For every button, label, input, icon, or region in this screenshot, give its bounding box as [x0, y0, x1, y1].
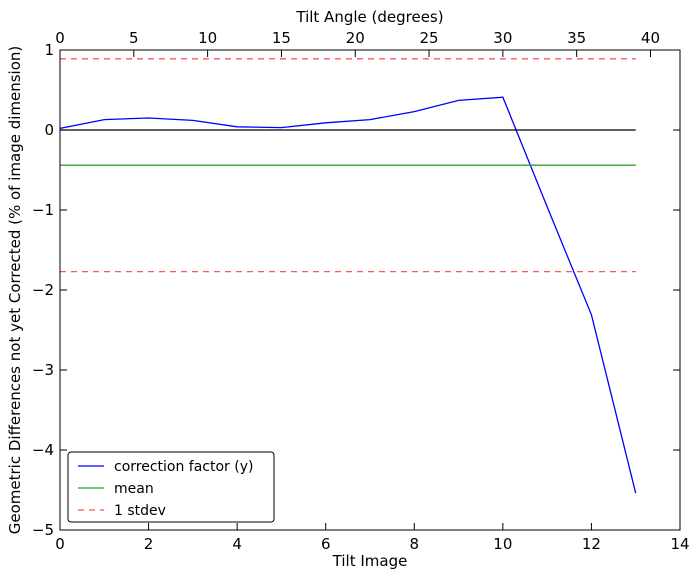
legend-label-mean: mean — [114, 481, 154, 497]
y-tick-label: −2 — [32, 281, 54, 299]
x2-tick-label: 40 — [641, 29, 660, 47]
x2-tick-label: 25 — [420, 29, 439, 47]
x-tick-label: 14 — [670, 535, 689, 553]
legend-label-stdev: 1 stdev — [114, 503, 166, 519]
y-tick-label: 0 — [44, 121, 54, 139]
x-tick-label: 2 — [144, 535, 154, 553]
y-tick-label: −1 — [32, 201, 54, 219]
x-tick-label: 8 — [410, 535, 420, 553]
legend-label-correction-factor: correction factor (y) — [114, 459, 253, 475]
series-layer — [59, 58, 637, 494]
x2-tick-label: 15 — [272, 29, 291, 47]
x-tick-label: 12 — [582, 535, 601, 553]
y-tick-label: −4 — [32, 441, 54, 459]
x2-tick-label: 0 — [55, 29, 65, 47]
x-tick-label: 10 — [493, 535, 512, 553]
legend-box — [67, 451, 275, 523]
x-tick-label: 6 — [321, 535, 331, 553]
y-axis-title: Geometric Differences not yet Corrected … — [6, 46, 24, 535]
x2-tick-label: 30 — [493, 29, 512, 47]
x-axis-title: Tilt Image — [332, 552, 408, 570]
x2-tick-label: 35 — [567, 29, 586, 47]
x2-tick-label: 10 — [198, 29, 217, 47]
legend: correction factor (y) mean 1 stdev — [67, 451, 275, 523]
y-tick-label: −5 — [32, 521, 54, 539]
x2-tick-label: 20 — [346, 29, 365, 47]
plot-frame — [59, 49, 681, 531]
series-line-0 — [59, 96, 637, 494]
x2-axis-title: Tilt Angle (degrees) — [295, 8, 443, 26]
y-tick-label: −3 — [32, 361, 54, 379]
x-tick-label: 0 — [55, 535, 65, 553]
x2-tick-label: 5 — [129, 29, 139, 47]
ticks-layer: 0 2 4 6 8 10 12 140 5 10 15 20 25 30 35 40−5−4−3−2−101 — [32, 29, 690, 553]
y-tick-label: 1 — [44, 41, 54, 59]
x-tick-label: 4 — [232, 535, 242, 553]
